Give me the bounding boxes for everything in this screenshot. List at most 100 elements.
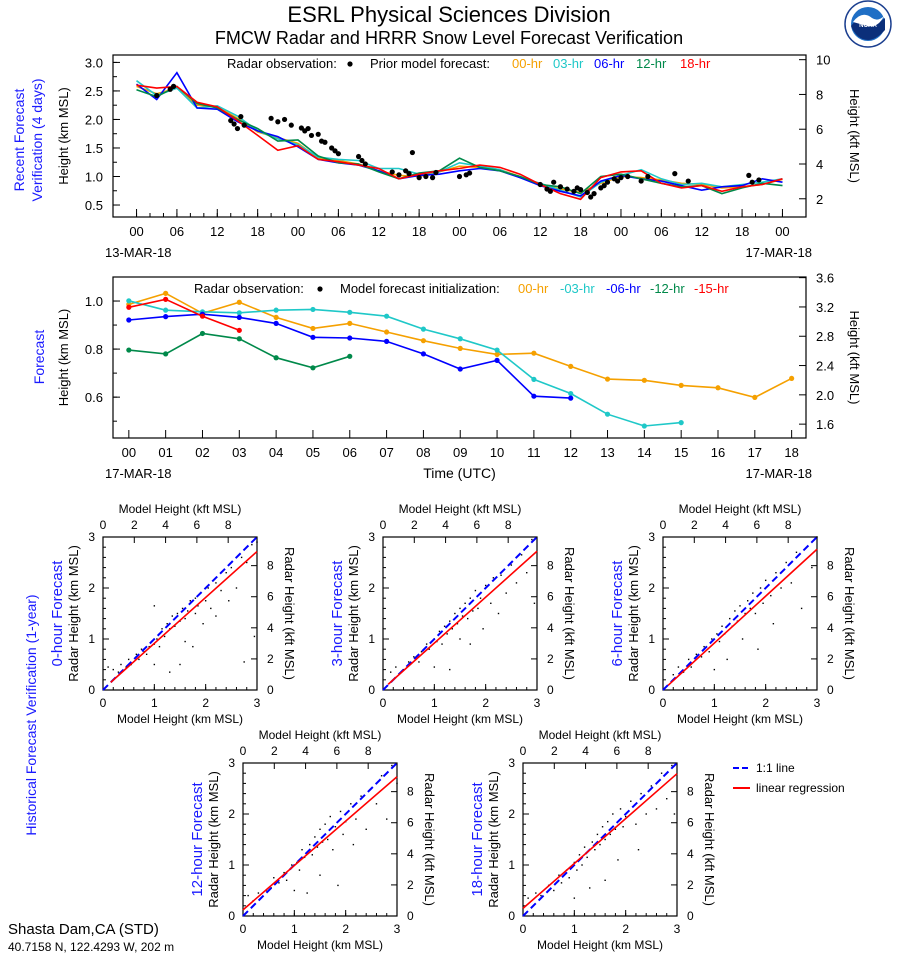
- y-right-tick-label: 2: [687, 878, 694, 892]
- scatter-point: [614, 828, 617, 830]
- radar-observation-point: [756, 177, 762, 183]
- scatter-point: [716, 633, 718, 635]
- y-tick-label: 1.0: [85, 294, 103, 309]
- scatter-point: [247, 894, 249, 897]
- scatter-point: [220, 589, 222, 592]
- scatter-point: [619, 808, 622, 810]
- one-to-one-line: [662, 536, 818, 691]
- scatter-point: [500, 574, 502, 576]
- scatter-point: [107, 666, 109, 668]
- radar-observation-point: [749, 179, 755, 185]
- y-tick-label: 2.0: [85, 112, 103, 127]
- series-point--03-hr: [494, 347, 500, 353]
- y-axis-label-right: Radar Height (kft MSL): [702, 773, 717, 906]
- scatter-point: [474, 589, 477, 592]
- scatter-point: [319, 874, 321, 876]
- scatter-point: [553, 889, 555, 892]
- x-tick-label: 10: [490, 445, 504, 460]
- x-top-tick-label: 6: [754, 518, 761, 532]
- y-right-tick-label: 2: [816, 192, 823, 207]
- scatter-point: [759, 587, 762, 589]
- y-right-tick-label: 8: [827, 559, 834, 573]
- radar-observation-point: [305, 125, 311, 132]
- regression-line: [242, 776, 398, 911]
- scatter-point: [591, 841, 593, 843]
- scatter-point: [560, 882, 563, 884]
- scatter-point: [204, 600, 207, 602]
- y-tick-label: 2: [228, 807, 235, 821]
- y-tick-label: 1: [228, 858, 235, 872]
- scatter-point: [558, 874, 560, 876]
- scatter-point: [225, 572, 227, 574]
- x-tick-label: 00: [122, 445, 136, 460]
- x-tick-label: 18: [735, 224, 749, 239]
- scatter-point: [744, 612, 746, 615]
- x-axis-label: Model Height (km MSL): [397, 712, 523, 726]
- scatter-point: [617, 859, 619, 861]
- x-tick-label: 0: [100, 696, 107, 710]
- radar-observation-point: [416, 175, 422, 181]
- y-right-tick-label: 10: [816, 53, 830, 68]
- radar-observation-point: [389, 169, 395, 175]
- scatter-point: [253, 635, 256, 638]
- series-line-18-hr: [136, 84, 783, 201]
- series-point-00-hr: [457, 345, 463, 351]
- x-tick-label: 06: [493, 224, 507, 239]
- scatter-point: [780, 587, 782, 589]
- scatter-point: [762, 602, 764, 604]
- y-tick-label: 0.6: [85, 390, 103, 405]
- x-tick-label: 3: [394, 922, 401, 936]
- scatter-point: [153, 605, 156, 607]
- y-tick-label: 2: [88, 581, 95, 595]
- series-line--15-hr: [128, 298, 240, 332]
- y-right-tick-label: 0: [407, 909, 414, 923]
- radar-observation-point: [322, 139, 328, 145]
- legend-forecast-label: Prior model forecast:: [370, 56, 490, 71]
- radar-observation-point: [154, 92, 160, 99]
- scatter-point: [609, 833, 611, 836]
- y-right-tick-label: 8: [816, 87, 823, 102]
- legend-regression-label: linear regression: [756, 781, 845, 795]
- legend-series--03-hr: -03-hr: [560, 281, 595, 296]
- scatter-point: [441, 643, 443, 645]
- x-tick-label: 18: [573, 224, 587, 239]
- x-top-axis-label: Model Height (kft MSL): [119, 502, 242, 516]
- radar-observation-point: [433, 169, 439, 176]
- scatter-point: [568, 877, 570, 879]
- x-tick-label: 06: [343, 445, 357, 460]
- x-top-tick-label: 2: [551, 744, 558, 758]
- y-axis-label: Radar Height (km MSL): [626, 545, 641, 682]
- legend-one-to-one-label: 1:1 line: [756, 761, 795, 775]
- scatter-point: [497, 612, 500, 615]
- scatter-point: [531, 538, 533, 541]
- series-point--12-hr: [273, 355, 279, 361]
- scatter-legend: 1:1 line linear regression: [733, 761, 845, 795]
- radar-observation-point: [429, 175, 436, 181]
- x-axis-label: Model Height (km MSL): [117, 712, 243, 726]
- scatter-point: [645, 813, 647, 815]
- y-right-tick-label: 3.6: [816, 271, 834, 286]
- scatter-point: [718, 640, 721, 643]
- scatter-point: [153, 663, 156, 666]
- y-right-tick-label: 3.2: [816, 300, 834, 315]
- x-top-tick-label: 8: [645, 744, 652, 758]
- scatter-point: [202, 623, 204, 625]
- scatter-point: [194, 612, 197, 615]
- scatter-point: [484, 584, 487, 587]
- y-tick-label: 3: [508, 756, 515, 770]
- x-tick-label: 06: [331, 224, 345, 239]
- y-right-tick-label: 0: [547, 683, 554, 697]
- y-axis-label: Height (km MSL): [56, 87, 71, 185]
- x-tick-label: 06: [170, 224, 184, 239]
- scatter-point: [243, 661, 245, 663]
- scatter-point: [772, 623, 775, 625]
- scatter-point: [407, 661, 410, 663]
- scatter-point: [339, 810, 342, 813]
- scatter-point: [117, 671, 120, 673]
- y-axis-label: Radar Height (km MSL): [486, 771, 501, 908]
- x-tick-label: 16: [711, 445, 725, 460]
- x-tick-label: 12: [694, 224, 708, 239]
- one-to-one-line: [102, 536, 258, 691]
- legend-series--15-hr: -15-hr: [694, 281, 729, 296]
